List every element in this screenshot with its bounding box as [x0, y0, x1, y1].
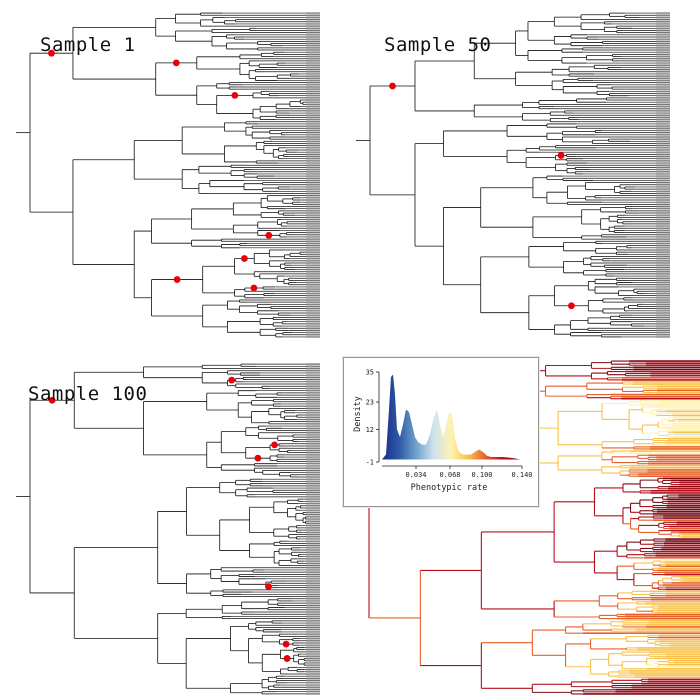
rate-shift-marker: [265, 231, 273, 239]
x-tick-label: 0.068: [439, 471, 460, 479]
rate-shift-marker: [282, 640, 290, 648]
rate-shift-marker: [250, 284, 258, 292]
x-axis-label: Phenotypic rate: [411, 483, 488, 493]
y-tick-label: 23: [366, 399, 374, 407]
x-axis: 0.034 0.068 0.100 0.140: [382, 465, 533, 479]
rate-shift-marker: [172, 59, 180, 67]
rate-shift-marker: [240, 255, 248, 262]
tip-shading: [306, 12, 320, 338]
density-area: [382, 374, 520, 460]
y-tick-label: 35: [366, 369, 374, 377]
phylogeny-sample-100: [16, 363, 320, 695]
tree-panel-sample-100: Sample 100: [0, 355, 340, 700]
rate-density-inset: 35 23 12 -1 0.034 0.068 0.100 0.140 Phenotypic…: [343, 357, 539, 507]
rate-shift-marker: [271, 441, 278, 449]
phylogeny-sample-50: [356, 12, 670, 338]
rate-shift-marker: [254, 454, 262, 462]
rate-shift-marker: [48, 49, 55, 57]
tree-panel-sample-50: Sample 50: [350, 0, 690, 340]
rate-shift-marker: [173, 276, 181, 283]
tree-panel-sample-1: Sample 1: [0, 0, 340, 340]
sample-title: Sample 100: [28, 383, 148, 405]
rate-shift-marker: [557, 152, 565, 159]
rate-shift-marker: [231, 92, 239, 99]
tree-branches: [356, 12, 670, 338]
shift-markers: [48, 376, 291, 662]
y-axis-label: Density: [353, 396, 363, 432]
x-tick-label: 0.034: [405, 471, 426, 479]
density-plot-area: [382, 374, 520, 460]
shift-markers: [48, 49, 273, 292]
y-tick-label: -1: [366, 459, 374, 467]
rate-shift-marker: [568, 302, 575, 310]
sample-title: Sample 50: [384, 34, 492, 56]
tree-branches: [16, 363, 320, 695]
rate-shift-marker: [389, 82, 396, 90]
tree-branches: [16, 12, 320, 338]
tip-shading: [306, 363, 320, 695]
rate-shift-marker: [48, 396, 56, 404]
sample-title: Sample 1: [40, 34, 136, 56]
shift-markers: [389, 82, 575, 310]
y-tick-label: 12: [366, 426, 374, 434]
density-chart: 35 23 12 -1 0.034 0.068 0.100 0.140 Phenotypic…: [353, 369, 533, 494]
y-axis: 35 23 12 -1: [366, 369, 380, 467]
phylogeny-sample-1: [16, 12, 320, 338]
tip-shading: [656, 12, 670, 338]
x-tick-label: 0.140: [511, 471, 532, 479]
rate-shift-marker: [265, 583, 272, 590]
rate-shift-marker: [283, 655, 291, 662]
rate-shift-marker: [228, 376, 236, 384]
x-tick-label: 0.100: [471, 471, 492, 479]
